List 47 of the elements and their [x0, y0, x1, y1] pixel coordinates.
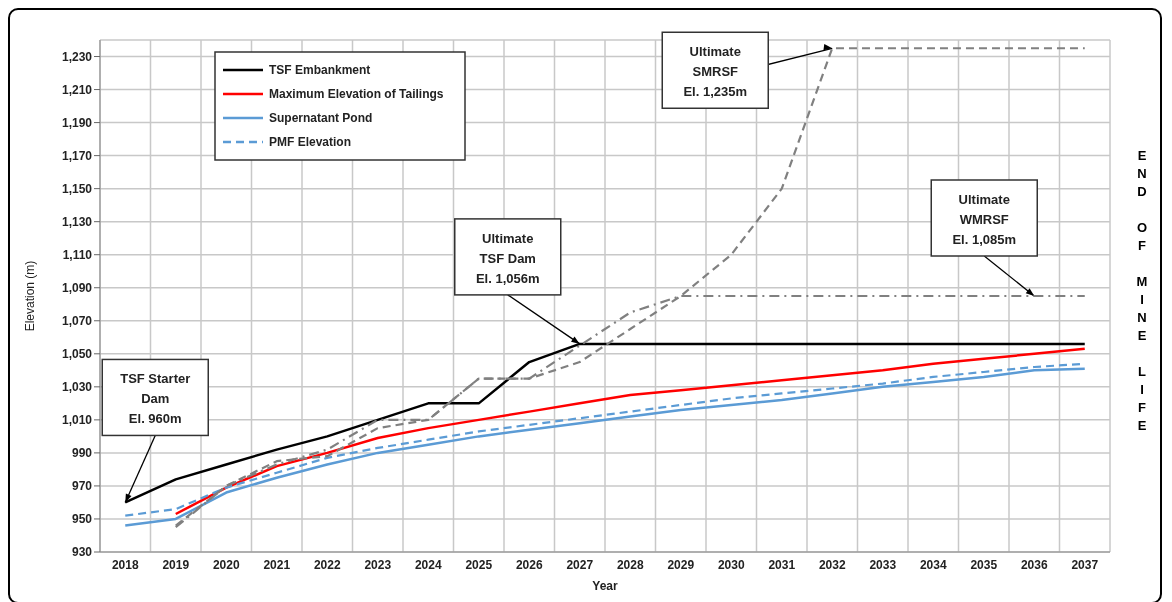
- y-tick-label: 1,010: [61, 413, 93, 428]
- y-tick-label: 1,090: [61, 281, 93, 295]
- x-tick-label: 2028: [616, 557, 644, 572]
- y-tick-label: 1,030: [61, 380, 93, 395]
- y-tick-label: 1,110: [62, 247, 93, 262]
- x-tick-label: 2023: [364, 557, 392, 572]
- x-tick-label: 2037: [1071, 557, 1099, 572]
- legend-label: Supernatant Pond: [269, 111, 373, 125]
- y-tick-label: 1,070: [61, 314, 93, 329]
- x-tick-label: 2036: [1020, 557, 1048, 572]
- annotation: TSF Starter Dam El. 960m: [120, 371, 191, 427]
- x-tick-label: 2024: [414, 557, 442, 572]
- x-tick-label: 2032: [818, 557, 846, 572]
- x-tick-label: 2022: [313, 557, 341, 572]
- legend-label: TSF Embankment: [269, 63, 371, 77]
- y-tick-label: 1,190: [61, 115, 93, 130]
- x-tick-label: 2021: [263, 557, 291, 572]
- x-tick-label: 2018: [111, 557, 139, 572]
- text: END OF MINE LIFE: [1136, 148, 1148, 433]
- y-tick-label: 990: [71, 446, 93, 461]
- x-tick-label: 2035: [970, 557, 998, 572]
- x-tick-label: 2020: [212, 557, 240, 572]
- annotation: Ultimate SMRSF El. 1,235m: [683, 44, 748, 100]
- y-tick-label: 1,210: [61, 82, 93, 97]
- x-tick-label: 2025: [465, 557, 493, 572]
- x-tick-label: 2031: [768, 557, 796, 572]
- x-tick-label: 2027: [566, 557, 594, 572]
- annotation: Ultimate WMRSF El. 1,085m: [952, 192, 1017, 247]
- y-tick-label: 1,230: [61, 49, 93, 64]
- x-tick-label: 2033: [869, 557, 897, 572]
- y-tick-label: 950: [71, 512, 93, 527]
- annotation: Ultimate TSF Dam El. 1,056m: [475, 230, 540, 286]
- x-axis-title: Year: [592, 579, 619, 593]
- y-tick-label: 1,150: [61, 181, 93, 196]
- y-tick-label: 930: [71, 545, 93, 560]
- y-tick-label: 1,050: [61, 347, 93, 362]
- x-tick-label: 2029: [667, 557, 695, 572]
- x-tick-label: 2030: [717, 557, 745, 572]
- x-tick-label: 2019: [162, 557, 190, 572]
- x-tick-label: 2026: [515, 557, 543, 572]
- y-tick-label: 970: [71, 479, 93, 494]
- legend-label: PMF Elevation: [269, 135, 352, 149]
- y-tick-label: 1,130: [61, 214, 93, 229]
- legend-label: Maximum Elevation of Tailings: [269, 87, 444, 101]
- x-tick-label: 2034: [919, 557, 947, 572]
- y-tick-label: 1,170: [61, 148, 93, 163]
- y-axis-title: Elevation (m): [23, 260, 38, 332]
